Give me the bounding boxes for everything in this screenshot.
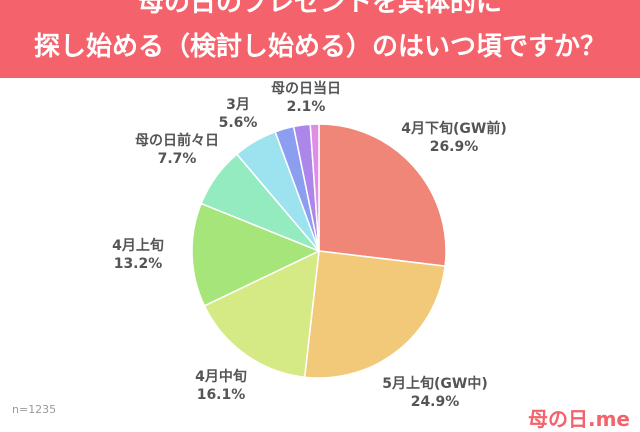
label-4gatsu-gejun-value: 26.9% [429,139,479,155]
label-3gatsu: 3月 5.6% [208,96,268,132]
pie-slice-8 [309,123,320,252]
label-4gatsu-gejun: 4月下旬(GW前) 26.9% [384,120,524,156]
label-3gatsu-value: 5.6% [218,115,258,131]
pie-slice-2 [203,249,320,379]
sample-size-note: n=1235 [12,403,57,416]
label-4gatsu-joujun-value: 13.2% [113,256,163,272]
pie-slice-0 [318,123,447,267]
label-hahanohi-zenzenjitsu-name: 母の日前々日 [135,133,219,149]
pie-slice-3 [191,202,321,307]
title-banner: 母の日のプレゼントを具体的に 探し始める（検討し始める）のはいつ頃ですか？ [0,0,640,78]
label-5gatsu-joujun-value: 24.9% [410,394,460,410]
label-5gatsu-joujun: 5月上旬(GW中) 24.9% [365,375,505,411]
label-hahanohi-toujitsu: 母の日当日 2.1% [256,80,356,116]
label-4gatsu-joujun: 4月上旬 13.2% [98,237,178,273]
chart-title-line1: 母の日のプレゼントを具体的に [137,0,502,18]
label-hahanohi-toujitsu-value: 2.1% [286,99,326,115]
label-4gatsu-gejun-name: 4月下旬(GW前) [401,121,507,137]
label-hahanohi-zenzenjitsu: 母の日前々日 7.7% [122,132,232,168]
label-hahanohi-toujitsu-name: 母の日当日 [271,81,341,97]
brand-logo: 母の日.me [527,407,630,431]
label-4gatsu-chuujun: 4月中旬 16.1% [176,368,266,404]
label-4gatsu-joujun-name: 4月上旬 [112,238,164,254]
pie-slice-1 [303,250,446,379]
label-4gatsu-chuujun-value: 16.1% [196,387,246,403]
label-4gatsu-chuujun-name: 4月中旬 [195,369,247,385]
chart-title-line2: 探し始める（検討し始める）のはいつ頃ですか？ [33,32,606,62]
label-5gatsu-joujun-name: 5月上旬(GW中) [382,376,488,392]
label-3gatsu-name: 3月 [226,97,250,113]
label-hahanohi-zenzenjitsu-value: 7.7% [157,151,197,167]
